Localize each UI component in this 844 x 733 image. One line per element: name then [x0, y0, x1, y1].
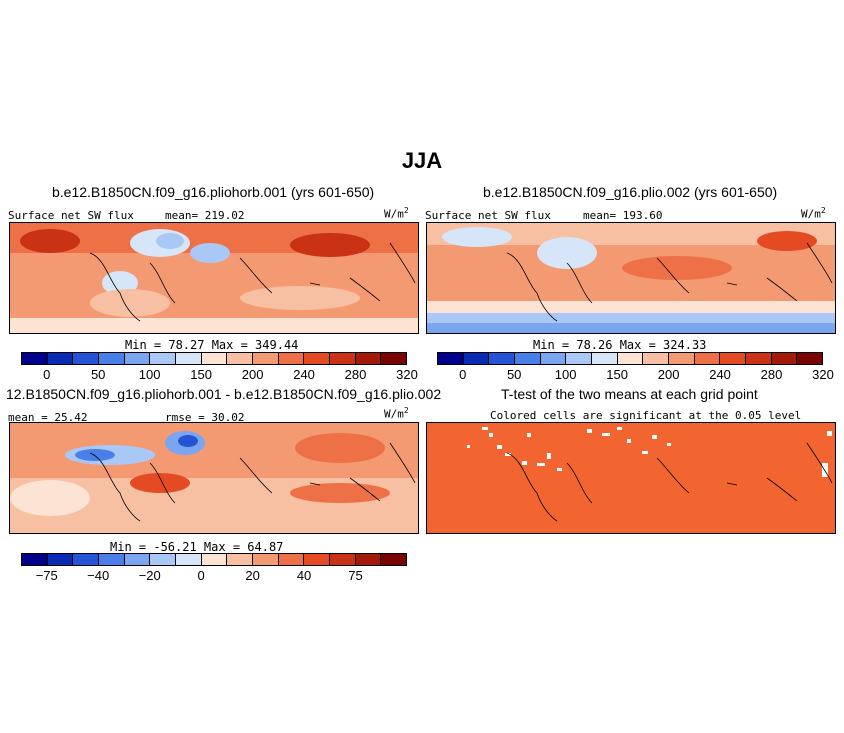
panel1-variable: Surface net SW flux [8, 209, 134, 222]
colorbar-segment [124, 554, 151, 565]
colorbar-tick-label: 40 [296, 568, 312, 583]
colorbar-segment [253, 554, 279, 565]
panel3-map-svg [10, 423, 418, 533]
colorbar-tick-label: 50 [506, 367, 522, 382]
panel2-units: W/m2 [801, 206, 826, 221]
colorbar-segment [515, 353, 541, 364]
colorbar-segment [355, 554, 382, 565]
colorbar-segment [124, 353, 151, 364]
colorbar-segment [617, 353, 644, 364]
colorbar-segment [227, 353, 254, 364]
colorbar-segment [278, 554, 305, 565]
colorbar-segment [669, 353, 695, 364]
colorbar-segment [720, 353, 747, 364]
colorbar-segment [463, 353, 490, 364]
panel3-minmax: Min = -56.21 Max = 64.87 [110, 540, 284, 554]
panel4-title: T-test of the two means at each grid poi… [501, 386, 758, 402]
colorbar-segment [330, 353, 356, 364]
colorbar-tick-label: 150 [190, 367, 212, 382]
panel2-minmax: Min = 78.26 Max = 324.33 [533, 338, 707, 352]
colorbar-segment [73, 353, 100, 364]
colorbar-segment [73, 554, 100, 565]
colorbar-tick-label: 280 [760, 367, 783, 382]
colorbar-segment [438, 353, 464, 364]
colorbar-segment [566, 353, 593, 364]
panel3-mean: mean = 25.42 [8, 411, 88, 424]
panel1-map-svg [10, 223, 418, 333]
panel3-map [9, 422, 419, 534]
colorbar-segment [99, 353, 125, 364]
colorbar-segment [47, 554, 74, 565]
colorbar-segment [304, 353, 331, 364]
panel1-map [9, 222, 419, 334]
panel1-mean: mean= 219.02 [165, 209, 245, 222]
colorbar-tick-label: 200 [657, 367, 680, 382]
colorbar-tick-label: 20 [245, 568, 260, 583]
panel1-colorbar [21, 352, 407, 365]
colorbar-segment [771, 353, 798, 364]
colorbar-tick-label: 240 [293, 367, 315, 382]
panel3-rmse: rmse = 30.02 [165, 411, 245, 424]
colorbar-tick-label: 75 [348, 568, 363, 583]
colorbar-segment [489, 353, 516, 364]
colorbar-tick-label: 320 [812, 367, 834, 382]
colorbar-segment [540, 353, 567, 364]
colorbar-tick-label: −75 [35, 568, 58, 583]
figure-title: JJA [401, 148, 443, 173]
colorbar-segment [592, 353, 618, 364]
panel4-map-svg [427, 423, 835, 533]
colorbar-tick-label: 0 [197, 568, 205, 583]
colorbar-tick-label: 100 [138, 367, 161, 382]
colorbar-tick-label: 0 [459, 367, 467, 382]
colorbar-segment [797, 353, 823, 364]
colorbar-segment [47, 353, 74, 364]
colorbar-tick-label: 0 [43, 367, 51, 382]
panel1-title: b.e12.B1850CN.f09_g16.pliohorb.001 (yrs … [52, 184, 375, 200]
colorbar-segment [22, 554, 48, 565]
panel2-variable: Surface net SW flux [425, 209, 551, 222]
panel2-mean: mean= 193.60 [583, 209, 663, 222]
colorbar-segment [176, 554, 202, 565]
colorbar-segment [278, 353, 305, 364]
panel3-title: 12.B1850CN.f09_g16.pliohorb.001 - b.e12.… [6, 386, 442, 402]
colorbar-segment [746, 353, 772, 364]
colorbar-segment [201, 554, 228, 565]
colorbar-segment [381, 353, 407, 364]
panel3-colorbar [21, 553, 407, 566]
colorbar-tick-label: −20 [138, 568, 161, 583]
panel2-title: b.e12.B1850CN.f09_g16.plio.002 (yrs 601-… [483, 184, 778, 200]
colorbar-segment [381, 554, 407, 565]
panel3-units: W/m2 [384, 406, 409, 421]
colorbar-segment [99, 554, 125, 565]
colorbar-tick-label: −40 [87, 568, 110, 583]
colorbar-segment [253, 353, 279, 364]
panel2-colorbar [437, 352, 823, 365]
colorbar-segment [643, 353, 670, 364]
panel4-map [426, 422, 836, 534]
colorbar-segment [150, 353, 177, 364]
panel2-map-svg [427, 223, 835, 333]
colorbar-segment [355, 353, 382, 364]
panel4-subtitle: Colored cells are significant at the 0.0… [490, 409, 802, 422]
colorbar-tick-label: 280 [344, 367, 367, 382]
colorbar-tick-label: 150 [606, 367, 628, 382]
colorbar-segment [176, 353, 202, 364]
colorbar-tick-label: 240 [709, 367, 731, 382]
colorbar-tick-label: 320 [396, 367, 418, 382]
colorbar-segment [227, 554, 254, 565]
colorbar-tick-label: 100 [554, 367, 577, 382]
colorbar-tick-label: 200 [241, 367, 264, 382]
colorbar-segment [201, 353, 228, 364]
colorbar-segment [22, 353, 48, 364]
colorbar-tick-label: 50 [90, 367, 106, 382]
colorbar-segment [150, 554, 177, 565]
colorbar-segment [304, 554, 331, 565]
panel1-minmax: Min = 78.27 Max = 349.44 [125, 338, 299, 352]
colorbar-segment [694, 353, 721, 364]
panel2-map [426, 222, 836, 334]
colorbar-segment [330, 554, 356, 565]
panel1-units: W/m2 [384, 206, 409, 221]
